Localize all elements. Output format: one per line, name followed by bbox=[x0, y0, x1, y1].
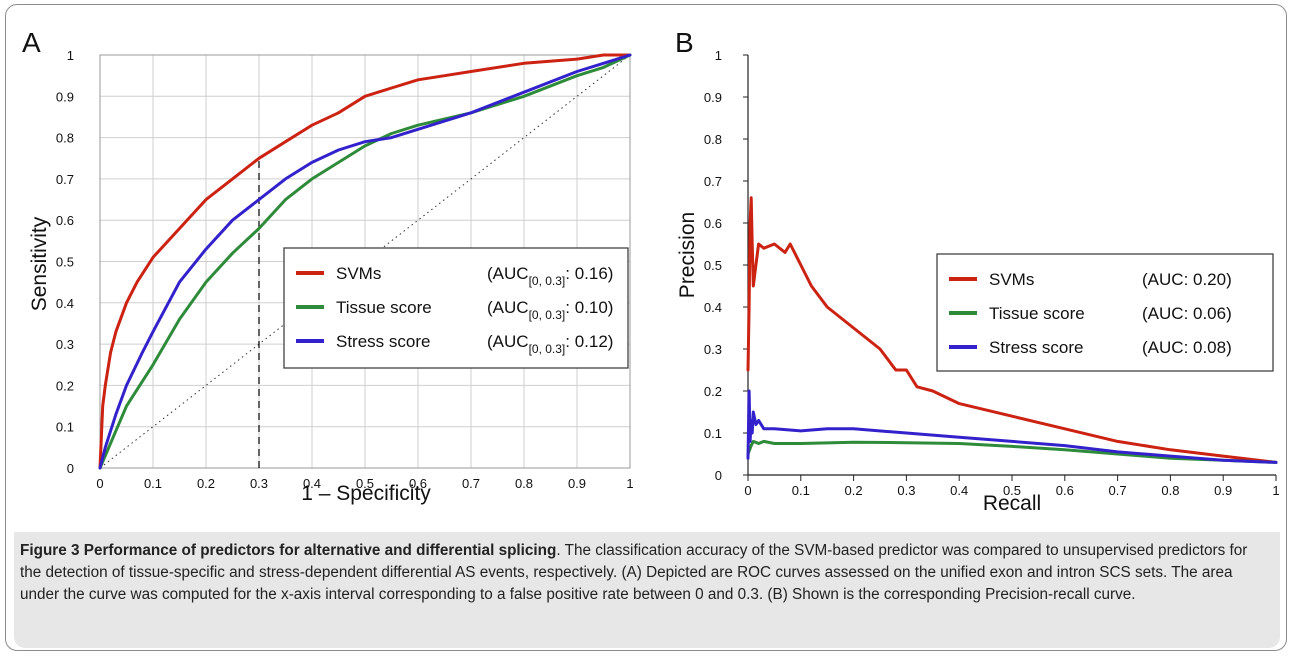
legend-auc-interval: [0, 0.3] bbox=[529, 274, 566, 288]
series-line bbox=[746, 389, 1278, 464]
x-tick-label: 0.4 bbox=[303, 476, 321, 491]
y-tick-label: 0.8 bbox=[704, 132, 722, 147]
panel-a-legend: SVMs (AUC[0, 0.3]: 0.16)Tissue score (AUC[… bbox=[283, 247, 629, 369]
panel-b-ticks: 0 0.1 0.2 0.3 0.4 0.5 0.6 0.7 0.8 0.9 1 0 0.1 0.2 0.3 0… bbox=[704, 48, 1280, 498]
legend-series-name: SVMs bbox=[336, 264, 381, 283]
legend-box bbox=[936, 253, 1274, 372]
x-tick-label: 0.6 bbox=[1056, 483, 1074, 498]
legend-auc: (AUC: 0.20) bbox=[1142, 270, 1232, 289]
x-tick-label: 0.1 bbox=[792, 483, 810, 498]
x-tick-label: 0 bbox=[96, 476, 103, 491]
series-line bbox=[98, 53, 632, 470]
y-tick-label: 0.3 bbox=[56, 337, 74, 352]
panel-b-ylabel: Precision bbox=[676, 212, 699, 298]
panel-b-xlabel: Recall bbox=[983, 492, 1041, 515]
panel-a-label: A bbox=[22, 27, 41, 58]
y-tick-label: 0.5 bbox=[56, 255, 74, 270]
legend-series-name: Stress score bbox=[989, 338, 1083, 357]
x-tick-label: 0.3 bbox=[250, 476, 268, 491]
panel-b-legend: SVMs (AUC: 0.20) Tissue score (AUC: 0.06) St… bbox=[936, 253, 1274, 372]
panel-b-curves bbox=[746, 196, 1278, 464]
y-tick-label: 0.7 bbox=[56, 172, 74, 187]
y-tick-label: 0.4 bbox=[704, 300, 722, 315]
panel-a-ticks: 0 0.1 0.2 0.3 0.4 0.5 0.6 0.7 0.8 0.9 1 0 0.1 0.2 0.3 0… bbox=[56, 48, 634, 491]
x-tick-label: 0.8 bbox=[1161, 483, 1179, 498]
y-tick-label: 0.2 bbox=[56, 378, 74, 393]
x-tick-label: 0.4 bbox=[950, 483, 968, 498]
y-tick-label: 0.8 bbox=[56, 131, 74, 146]
panel-b: 0 0.1 0.2 0.3 0.4 0.5 0.6 0.7 0.8 0.9 1 0 0.1 0.2 0.3 0… bbox=[675, 27, 1280, 515]
legend-series-name: Tissue score bbox=[989, 304, 1085, 323]
x-tick-label: 0.6 bbox=[409, 476, 427, 491]
y-tick-label: 0.1 bbox=[704, 426, 722, 441]
x-tick-label: 1 bbox=[1272, 483, 1279, 498]
legend-series-name: Stress score bbox=[336, 332, 430, 351]
legend-auc-interval: [0, 0.3] bbox=[529, 308, 566, 322]
x-tick-label: 0.9 bbox=[568, 476, 586, 491]
legend-auc-value: : 0.10) bbox=[565, 298, 613, 317]
x-tick-label: 1 bbox=[626, 476, 633, 491]
y-tick-label: 1 bbox=[715, 48, 722, 63]
x-tick-label: 0.7 bbox=[1109, 483, 1127, 498]
series-line bbox=[98, 53, 632, 470]
x-tick-label: 0.2 bbox=[197, 476, 215, 491]
panel-b-label: B bbox=[675, 27, 694, 58]
series-line bbox=[746, 439, 1278, 464]
panel-a-curves bbox=[98, 53, 632, 470]
y-tick-label: 0 bbox=[67, 461, 74, 476]
caption-label: Figure 3 bbox=[20, 542, 80, 559]
x-tick-label: 0.5 bbox=[1003, 483, 1021, 498]
y-tick-label: 0.7 bbox=[704, 174, 722, 189]
legend-series-name: Tissue score bbox=[336, 298, 432, 317]
x-tick-label: 0.1 bbox=[144, 476, 162, 491]
x-tick-label: 0.3 bbox=[897, 483, 915, 498]
x-tick-label: 0.5 bbox=[356, 476, 374, 491]
caption-body: . The classification accuracy of the SVM… bbox=[20, 542, 1248, 603]
plot-border bbox=[99, 54, 631, 469]
legend-box bbox=[283, 247, 629, 369]
legend-auc-value: : 0.16) bbox=[565, 264, 613, 283]
legend-auc-interval: [0, 0.3] bbox=[529, 342, 566, 356]
y-tick-label: 0.2 bbox=[704, 384, 722, 399]
panel-a-ylabel: Sensitivity bbox=[28, 216, 51, 311]
y-tick-label: 0.9 bbox=[56, 89, 74, 104]
legend-series-name: SVMs bbox=[989, 270, 1034, 289]
y-tick-label: 0.5 bbox=[704, 258, 722, 273]
legend-auc-value: : 0.12) bbox=[565, 332, 613, 351]
panel-a: 0 0.1 0.2 0.3 0.4 0.5 0.6 0.7 0.8 0.9 1 0 0.1 0.2 0.3 0… bbox=[22, 27, 634, 505]
x-tick-label: 0.8 bbox=[515, 476, 533, 491]
y-tick-label: 0.3 bbox=[704, 342, 722, 357]
series-line bbox=[746, 196, 1278, 464]
legend-auc: (AUC: 0.08) bbox=[1142, 338, 1232, 357]
caption-title: Performance of predictors for alternativ… bbox=[83, 542, 557, 559]
y-tick-label: 0.1 bbox=[56, 420, 74, 435]
y-tick-label: 1 bbox=[67, 48, 74, 63]
x-tick-label: 0.9 bbox=[1214, 483, 1232, 498]
y-tick-label: 0.9 bbox=[704, 90, 722, 105]
y-tick-label: 0 bbox=[715, 468, 722, 483]
x-tick-label: 0.2 bbox=[845, 483, 863, 498]
panel-a-xlabel: 1 – Specificity bbox=[301, 482, 431, 505]
y-tick-label: 0.6 bbox=[704, 216, 722, 231]
figure-caption: Figure 3 Performance of predictors for a… bbox=[20, 540, 1270, 606]
legend-auc: (AUC[0, 0.3]: 0.12) bbox=[487, 332, 613, 356]
x-tick-label: 0 bbox=[744, 483, 751, 498]
caption-box bbox=[14, 532, 1280, 648]
y-tick-label: 0.4 bbox=[56, 296, 74, 311]
series-line bbox=[98, 53, 632, 470]
y-tick-label: 0.6 bbox=[56, 213, 74, 228]
legend-auc: (AUC: 0.06) bbox=[1142, 304, 1232, 323]
x-tick-label: 0.7 bbox=[462, 476, 480, 491]
